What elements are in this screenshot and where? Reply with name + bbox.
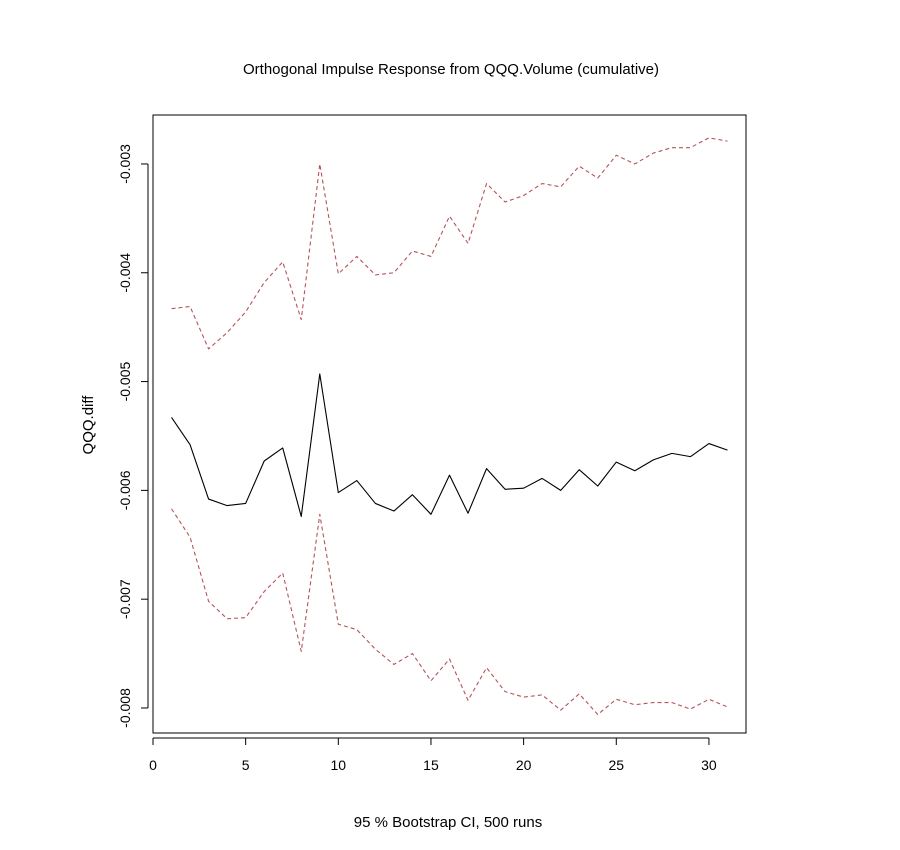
x-tick-label: 0	[149, 757, 157, 773]
x-tick-label: 10	[331, 757, 347, 773]
x-tick-label: 5	[242, 757, 250, 773]
series-line-lower	[171, 508, 728, 716]
y-tick-label: -0.005	[117, 362, 133, 402]
y-tick-label: -0.003	[117, 144, 133, 184]
x-tick-label: 25	[608, 757, 624, 773]
plot-frame	[152, 114, 747, 734]
x-axis-title: 95 % Bootstrap CI, 500 runs	[354, 814, 542, 831]
chart-title: Orthogonal Impulse Response from QQQ.Vol…	[243, 61, 659, 78]
x-axis: 0 5 10 15 20 25 30	[149, 737, 717, 773]
x-tick-label: 30	[701, 757, 717, 773]
x-tick-label: 20	[516, 757, 532, 773]
x-tick-label: 15	[423, 757, 439, 773]
series-line-upper	[171, 137, 728, 350]
series-line-irf	[171, 373, 728, 518]
y-tick-label: -0.004	[117, 253, 133, 293]
y-axis: -0.008 -0.007 -0.006 -0.005 -0.004 -0.003	[117, 144, 149, 728]
y-axis-title: QQQ.diff	[80, 395, 97, 455]
series-layer	[171, 137, 728, 716]
y-tick-label: -0.006	[117, 470, 133, 510]
y-tick-label: -0.007	[117, 579, 133, 619]
y-tick-label: -0.008	[117, 688, 133, 728]
